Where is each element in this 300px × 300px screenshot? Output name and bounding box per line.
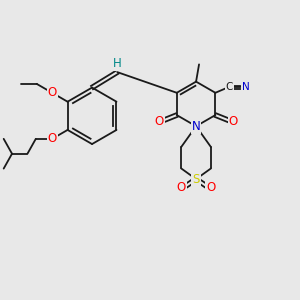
Text: O: O [47, 132, 57, 146]
Text: O: O [47, 86, 57, 99]
Text: O: O [154, 115, 164, 128]
Text: O: O [206, 181, 216, 194]
Text: S: S [192, 172, 200, 186]
Text: N: N [242, 82, 250, 92]
Text: N: N [192, 120, 200, 133]
Text: O: O [177, 181, 186, 194]
Text: H: H [113, 57, 122, 70]
Text: O: O [229, 115, 238, 128]
Text: C: C [225, 82, 233, 92]
